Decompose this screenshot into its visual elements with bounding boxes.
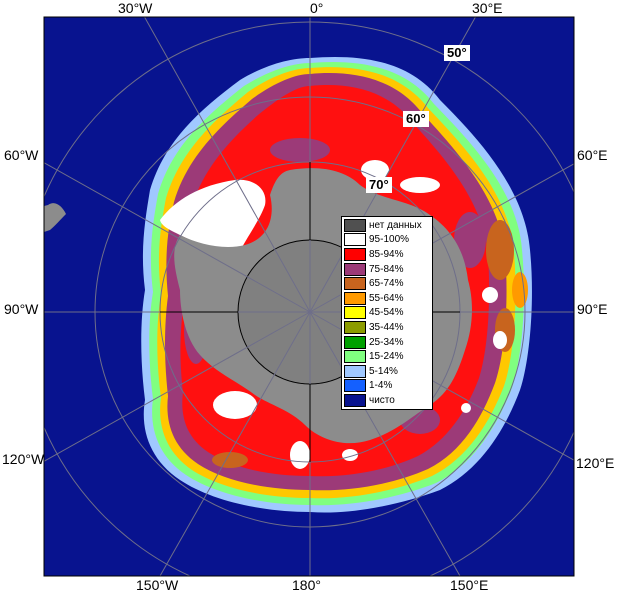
ice-patch-95-100 bbox=[290, 441, 310, 469]
legend-swatch bbox=[344, 335, 366, 349]
lon-label-180: 180° bbox=[292, 577, 321, 593]
legend-label: 75-84% bbox=[369, 263, 404, 275]
legend-label: 5-14% bbox=[369, 365, 398, 377]
legend-item: 5-14% bbox=[344, 364, 430, 379]
legend-item: 95-100% bbox=[344, 233, 430, 248]
ice-patch-75-84 bbox=[270, 138, 330, 162]
ice-patch-95-100 bbox=[160, 179, 266, 258]
legend-swatch bbox=[344, 364, 366, 378]
legend-label: 35-44% bbox=[369, 321, 404, 333]
legend-item: 75-84% bbox=[344, 262, 430, 277]
ice-patch-95-100 bbox=[482, 287, 498, 303]
ice-patch-75-84 bbox=[454, 212, 486, 268]
lon-label-120w: 120°W bbox=[2, 451, 45, 467]
ice-patch-95-100 bbox=[361, 160, 389, 180]
legend-swatch bbox=[344, 262, 366, 276]
map-frame bbox=[43, 16, 575, 577]
lon-label-150e: 150°E bbox=[450, 577, 489, 593]
concentration-legend: нет данных 95-100% 85-94% 75-84% 65-74% … bbox=[341, 216, 433, 410]
legend-item: нет данных bbox=[344, 218, 430, 233]
legend-item: 1-4% bbox=[344, 379, 430, 394]
ice-patch-95-100 bbox=[461, 403, 471, 413]
legend-label: 1-4% bbox=[369, 380, 393, 392]
legend-swatch bbox=[344, 233, 366, 247]
lon-label-120e: 120°E bbox=[576, 455, 615, 471]
legend-label: 25-34% bbox=[369, 336, 404, 348]
legend-swatch bbox=[344, 350, 366, 364]
lon-label-90w: 90°W bbox=[4, 301, 39, 317]
legend-swatch bbox=[344, 247, 366, 261]
lon-label-60e: 60°E bbox=[577, 147, 608, 163]
lat-label-70: 70° bbox=[366, 177, 392, 193]
legend-item: 15-24% bbox=[344, 349, 430, 364]
ice-patch-65-74 bbox=[212, 452, 248, 468]
legend-item: чисто bbox=[344, 393, 430, 408]
legend-label: 15-24% bbox=[369, 351, 404, 363]
legend-label: 55-64% bbox=[369, 292, 404, 304]
lat-label-50: 50° bbox=[444, 45, 470, 61]
legend-item: 65-74% bbox=[344, 276, 430, 291]
ice-patch-65-74 bbox=[486, 220, 514, 280]
ice-patch-95-100 bbox=[213, 391, 257, 419]
legend-swatch bbox=[344, 291, 366, 305]
legend-label: нет данных bbox=[369, 219, 422, 231]
legend-label: 65-74% bbox=[369, 278, 404, 290]
legend-swatch bbox=[344, 277, 366, 291]
legend-label: 95-100% bbox=[369, 234, 410, 246]
legend-item: 55-64% bbox=[344, 291, 430, 306]
lat-label-60: 60° bbox=[403, 111, 429, 127]
legend-item: 25-34% bbox=[344, 335, 430, 350]
lon-label-30w: 30°W bbox=[118, 0, 153, 16]
lon-label-60w: 60°W bbox=[4, 147, 39, 163]
legend-item: 85-94% bbox=[344, 247, 430, 262]
legend-swatch bbox=[344, 320, 366, 334]
legend-swatch bbox=[344, 379, 366, 393]
lon-label-150w: 150°W bbox=[136, 577, 179, 593]
legend-swatch bbox=[344, 218, 366, 232]
legend-label: чисто bbox=[369, 394, 395, 406]
legend-item: 45-54% bbox=[344, 306, 430, 321]
ice-patch-95-100 bbox=[493, 331, 507, 349]
legend-label: 45-54% bbox=[369, 307, 404, 319]
ice-patch-55-64 bbox=[512, 272, 528, 308]
legend-swatch bbox=[344, 393, 366, 407]
legend-swatch bbox=[344, 306, 366, 320]
lon-label-0: 0° bbox=[310, 0, 324, 16]
lon-label-30e: 30°E bbox=[472, 0, 503, 16]
south-america-land bbox=[44, 203, 66, 232]
legend-label: 85-94% bbox=[369, 248, 404, 260]
ice-patch-95-100 bbox=[400, 177, 440, 193]
legend-item: 35-44% bbox=[344, 320, 430, 335]
lon-label-90e: 90°E bbox=[577, 301, 608, 317]
